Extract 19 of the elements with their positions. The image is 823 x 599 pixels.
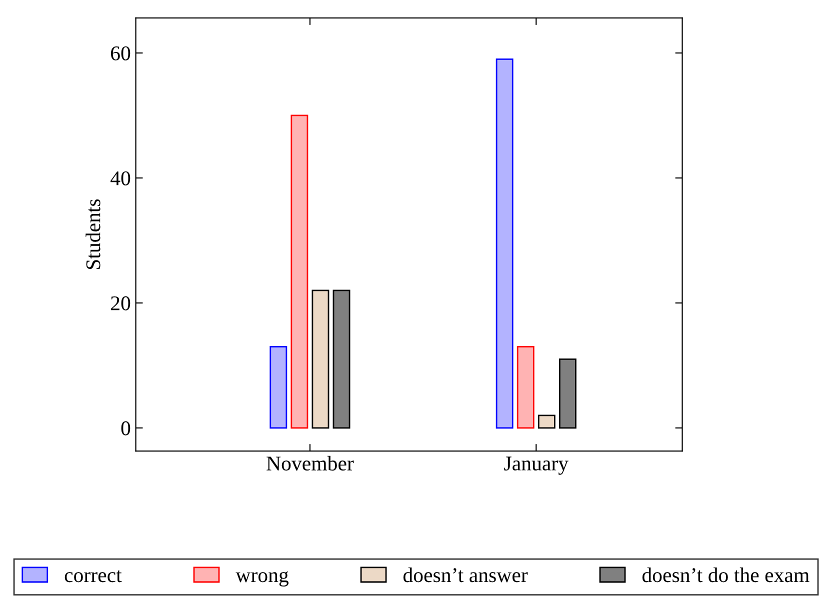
x-tick-label: November <box>266 456 354 471</box>
bar <box>312 290 330 429</box>
bar <box>496 58 514 429</box>
y-tick-label: 0 <box>121 421 130 436</box>
bar <box>516 346 534 429</box>
y-tick-label: 20 <box>111 296 130 310</box>
legend-label: doesn’t answer <box>403 568 528 582</box>
legend-label: correct <box>64 570 122 582</box>
bar <box>270 346 288 429</box>
y-axis-title: Students <box>86 199 100 269</box>
y-tick-label: 40 <box>110 171 130 186</box>
bar <box>538 414 556 429</box>
legend-label: wrong <box>236 571 289 586</box>
bar <box>290 114 308 429</box>
bar <box>332 290 350 429</box>
x-tick-label: January <box>504 456 568 475</box>
bar <box>558 358 576 429</box>
legend-label: doesn’t do the exam <box>642 568 810 582</box>
y-tick-label: 60 <box>110 46 130 60</box>
